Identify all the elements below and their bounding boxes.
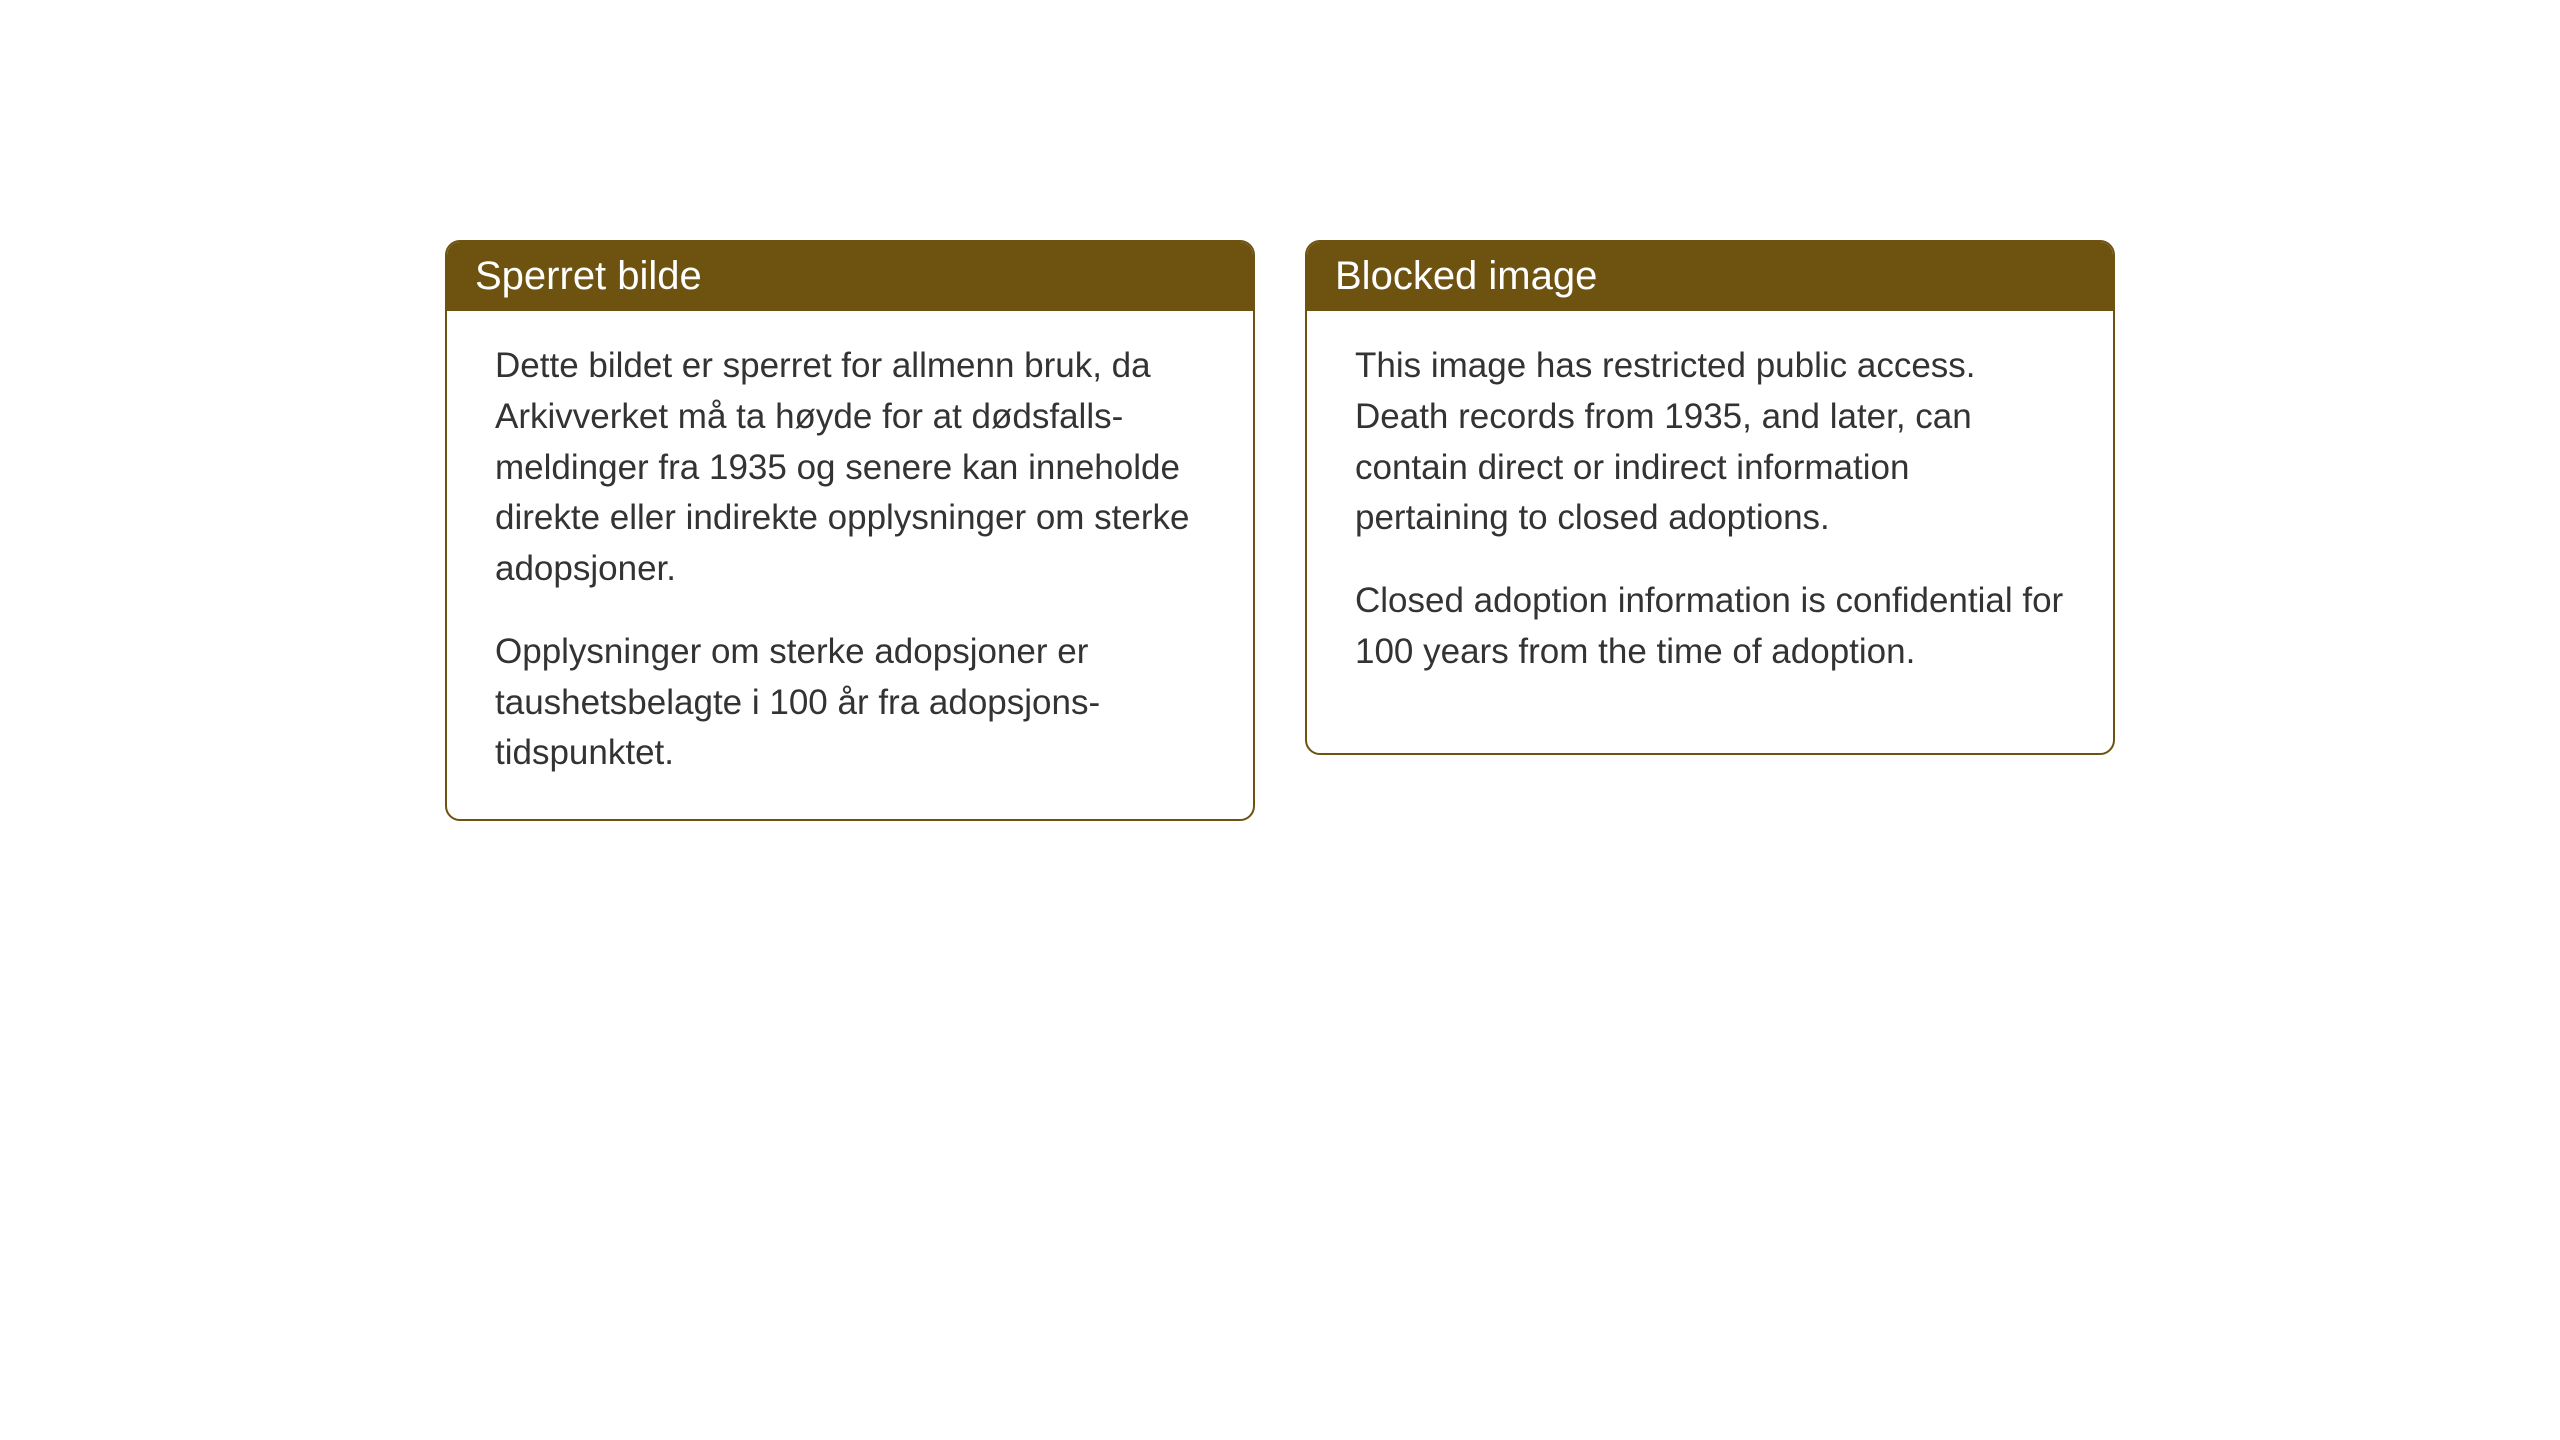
norwegian-paragraph-2: Opplysninger om sterke adopsjoner er tau… (495, 627, 1205, 779)
norwegian-card-header: Sperret bilde (447, 242, 1253, 311)
norwegian-header-text: Sperret bilde (475, 254, 702, 298)
notice-container: Sperret bilde Dette bildet er sperret fo… (445, 240, 2115, 821)
english-paragraph-2: Closed adoption information is confident… (1355, 576, 2065, 678)
english-card-header: Blocked image (1307, 242, 2113, 311)
english-card-body: This image has restricted public access.… (1307, 311, 2113, 718)
norwegian-card-body: Dette bildet er sperret for allmenn bruk… (447, 311, 1253, 819)
english-notice-card: Blocked image This image has restricted … (1305, 240, 2115, 755)
english-header-text: Blocked image (1335, 254, 1597, 298)
english-paragraph-1: This image has restricted public access.… (1355, 341, 2065, 544)
norwegian-notice-card: Sperret bilde Dette bildet er sperret fo… (445, 240, 1255, 821)
norwegian-paragraph-1: Dette bildet er sperret for allmenn bruk… (495, 341, 1205, 595)
